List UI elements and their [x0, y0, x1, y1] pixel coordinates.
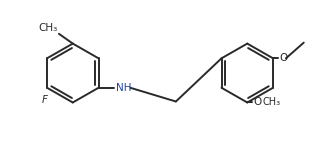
Text: CH₃: CH₃ — [262, 98, 280, 108]
Text: O: O — [279, 53, 287, 63]
Text: O: O — [253, 98, 261, 108]
Text: F: F — [42, 95, 48, 105]
Text: NH: NH — [116, 83, 132, 93]
Text: CH₃: CH₃ — [39, 23, 58, 33]
